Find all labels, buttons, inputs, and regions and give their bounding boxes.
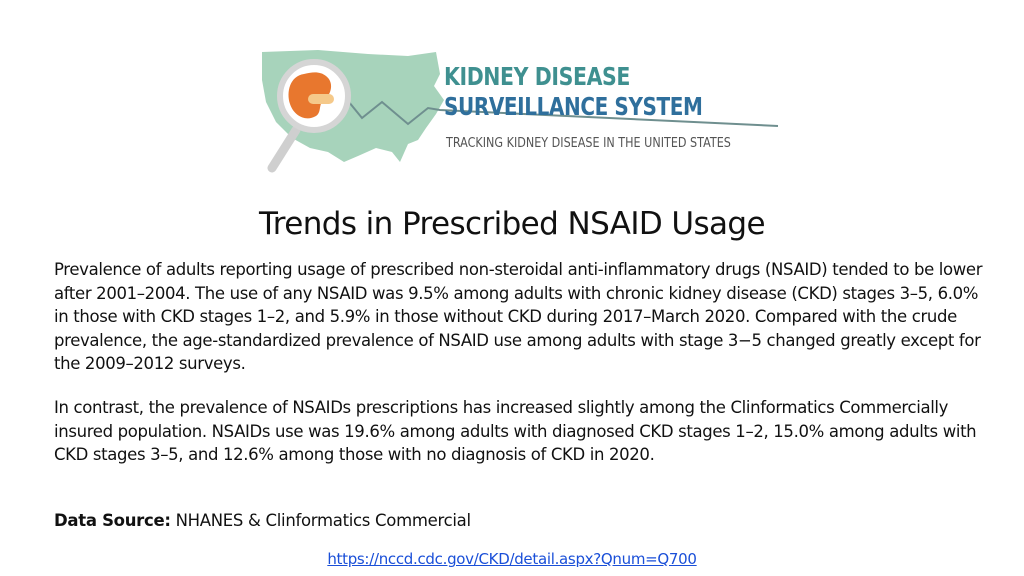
us-map-magnifier-icon (262, 50, 779, 173)
summary-paragraph-clinformatics: In contrast, the prevalence of NSAIDs pr… (54, 398, 977, 464)
logo-title-line2: SURVEILLANCE SYSTEM (444, 92, 703, 121)
logo-tagline: TRACKING KIDNEY DISEASE IN THE UNITED ST… (446, 136, 731, 151)
data-source-label: Data Source: (54, 511, 171, 530)
source-link[interactable]: https://nccd.cdc.gov/CKD/detail.aspx?Qnu… (327, 550, 697, 568)
kdss-logo: KIDNEY DISEASE SURVEILLANCE SYSTEM TRACK… (258, 44, 788, 180)
data-source: Data Source: NHANES & Clinformatics Comm… (54, 511, 471, 530)
data-source-value: NHANES & Clinformatics Commercial (170, 511, 471, 530)
logo-title-line1: KIDNEY DISEASE (444, 62, 630, 91)
page-title: Trends in Prescribed NSAID Usage (259, 206, 766, 242)
summary-paragraph-nhanes: Prevalence of adults reporting usage of … (54, 260, 983, 373)
